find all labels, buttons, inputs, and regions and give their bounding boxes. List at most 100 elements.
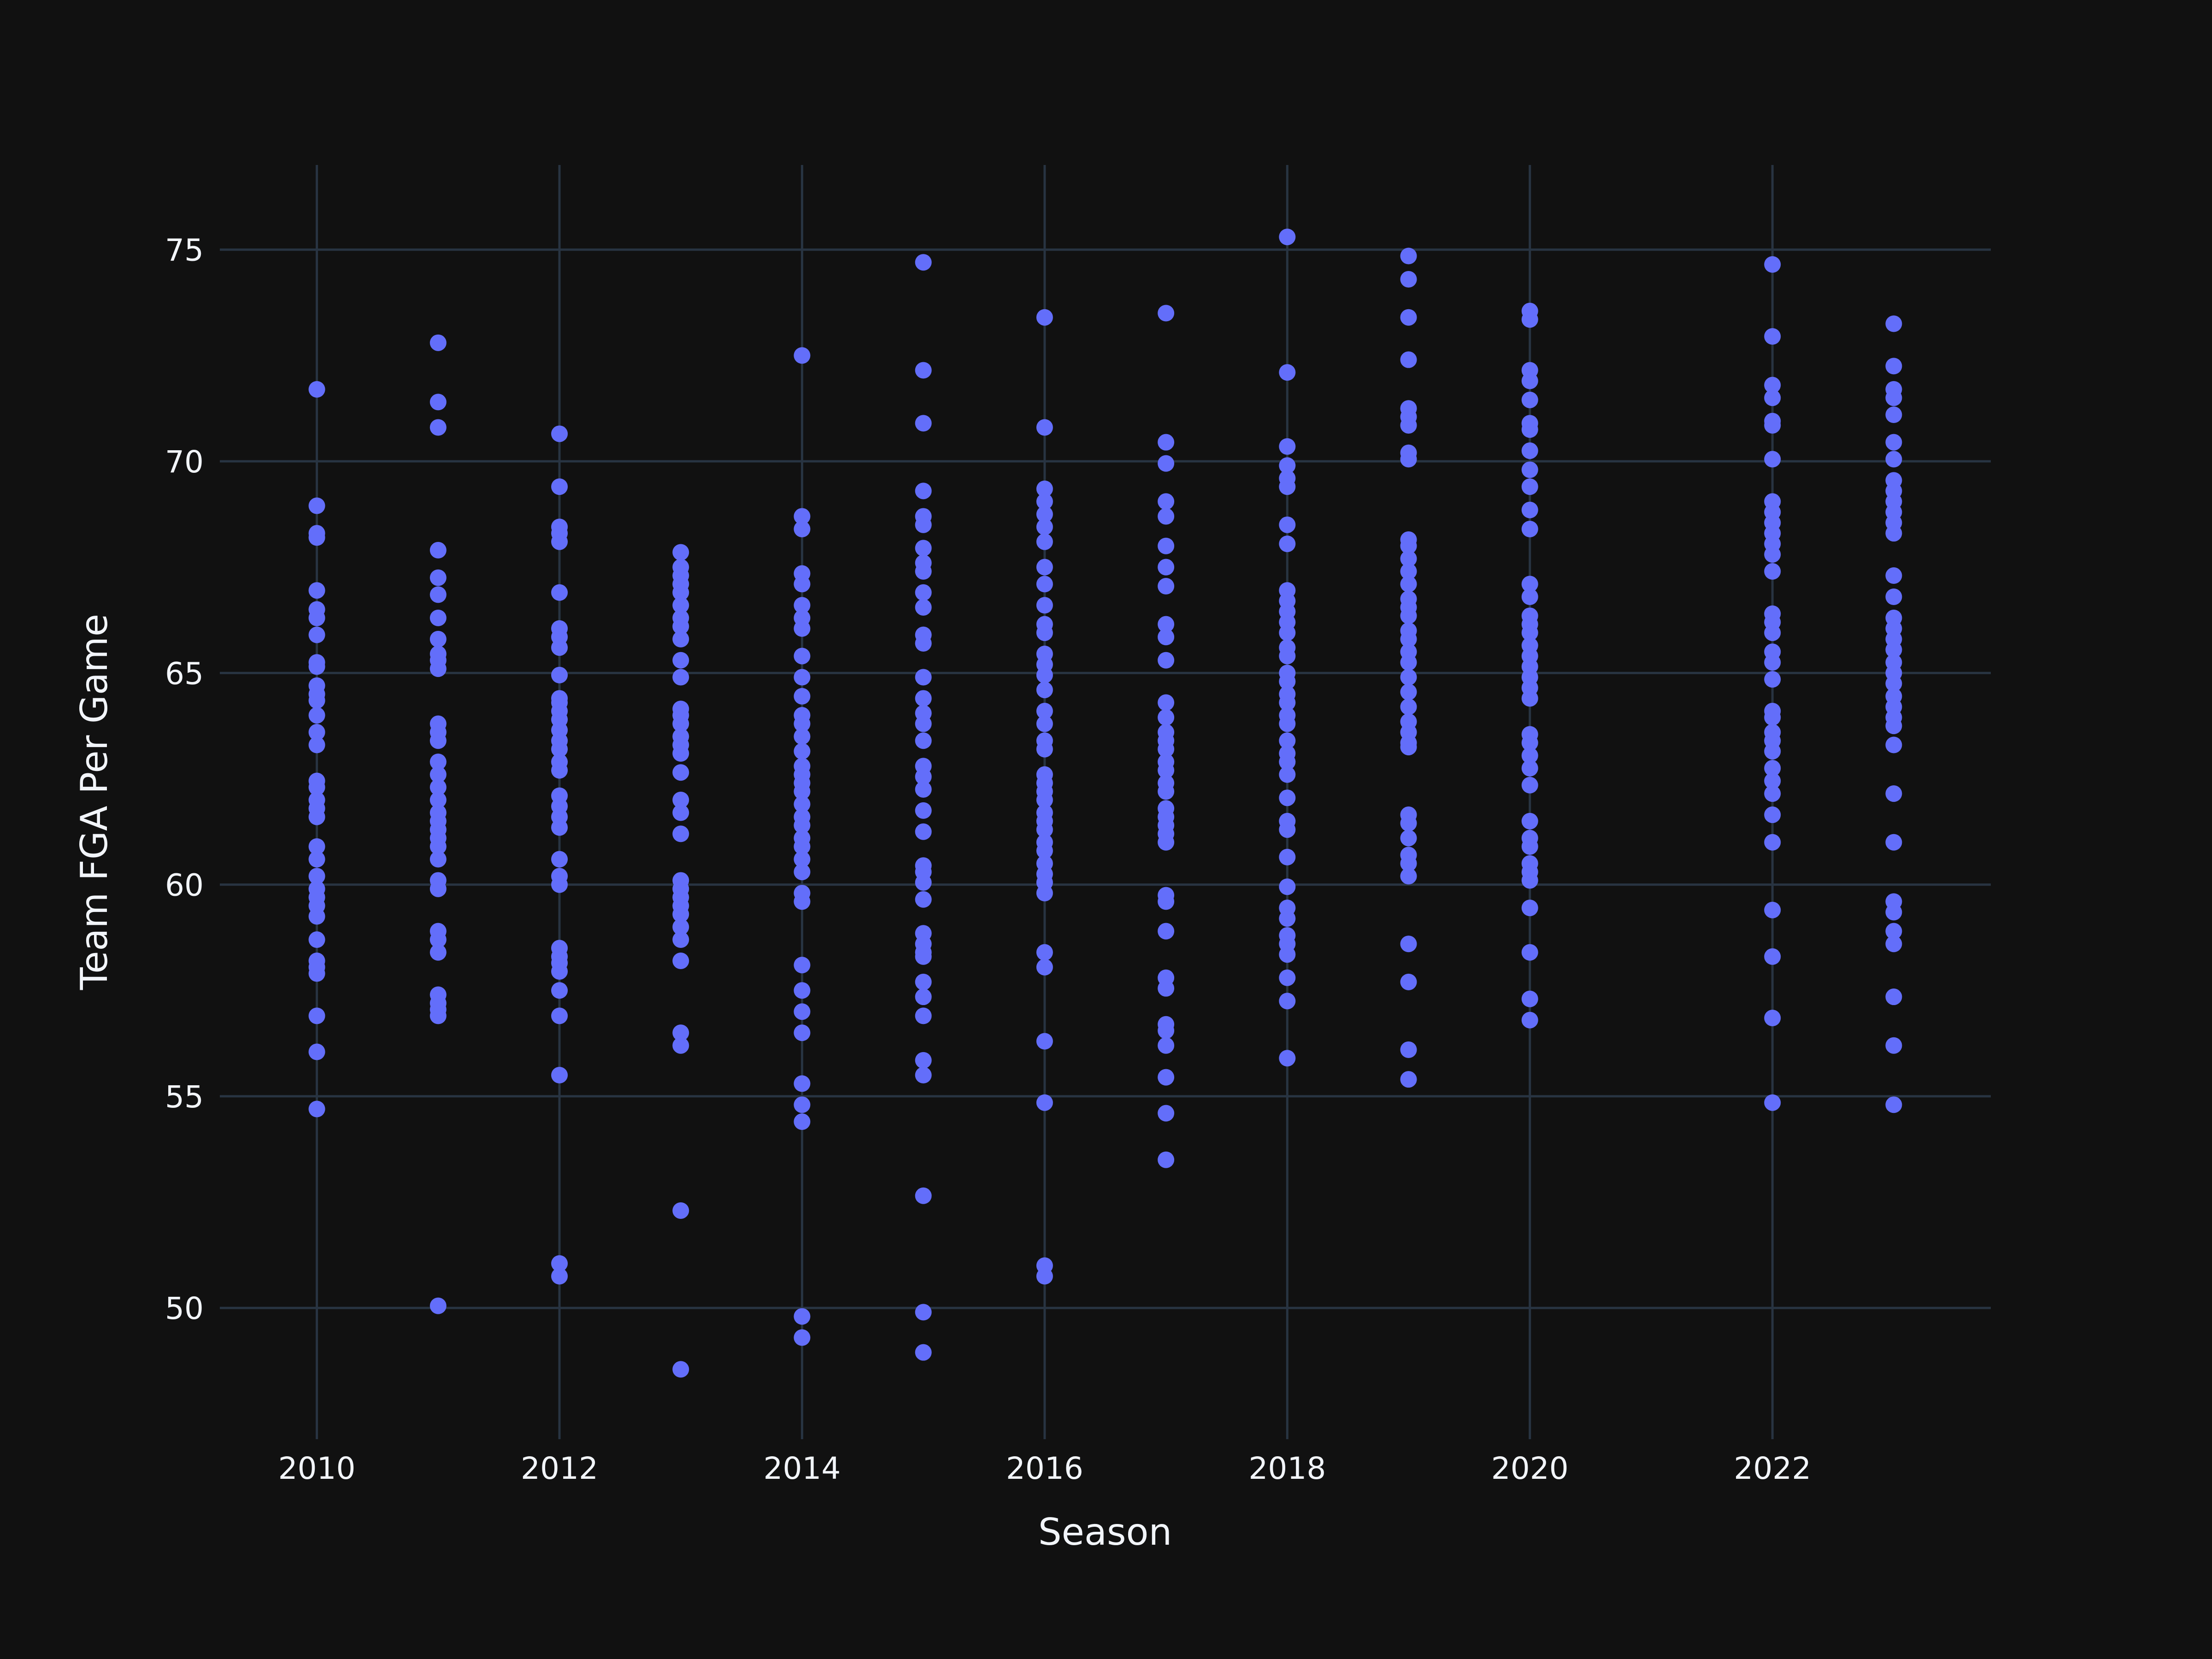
data-point[interactable] <box>915 715 932 732</box>
data-point[interactable] <box>794 864 811 881</box>
data-point[interactable] <box>429 1297 447 1314</box>
data-point[interactable] <box>1279 910 1296 927</box>
data-point[interactable] <box>1158 305 1175 322</box>
data-point[interactable] <box>915 874 932 891</box>
data-point[interactable] <box>429 394 447 411</box>
data-point[interactable] <box>1764 624 1781 641</box>
data-point[interactable] <box>1764 772 1781 789</box>
data-point[interactable] <box>915 669 932 686</box>
data-point[interactable] <box>308 838 325 855</box>
data-point[interactable] <box>1400 698 1417 715</box>
data-point[interactable] <box>672 906 689 923</box>
data-point[interactable] <box>1279 535 1296 553</box>
data-point[interactable] <box>1158 537 1175 554</box>
data-point[interactable] <box>551 584 568 601</box>
data-point[interactable] <box>1036 682 1053 699</box>
data-point[interactable] <box>429 1007 447 1024</box>
data-point[interactable] <box>1036 741 1053 758</box>
data-point[interactable] <box>1885 389 1902 406</box>
data-point[interactable] <box>1158 762 1175 779</box>
data-point[interactable] <box>915 732 932 749</box>
data-point[interactable] <box>1521 372 1538 389</box>
data-point[interactable] <box>794 957 811 974</box>
data-point[interactable] <box>1400 1071 1417 1088</box>
data-point[interactable] <box>1400 271 1417 288</box>
data-point[interactable] <box>915 599 932 616</box>
data-point[interactable] <box>1279 969 1296 986</box>
data-point[interactable] <box>308 658 325 675</box>
data-point[interactable] <box>551 478 568 495</box>
data-point[interactable] <box>1158 834 1175 851</box>
data-point[interactable] <box>1885 641 1902 658</box>
data-point[interactable] <box>429 569 447 586</box>
data-point[interactable] <box>672 715 689 732</box>
data-point[interactable] <box>915 768 932 785</box>
data-point[interactable] <box>1521 812 1538 830</box>
data-point[interactable] <box>308 1043 325 1060</box>
data-point[interactable] <box>1400 563 1417 580</box>
data-point[interactable] <box>794 508 811 525</box>
data-point[interactable] <box>1158 741 1175 758</box>
data-point[interactable] <box>794 1329 811 1346</box>
data-point[interactable] <box>1400 973 1417 990</box>
data-point[interactable] <box>1764 806 1781 824</box>
data-point[interactable] <box>794 1075 811 1092</box>
data-point[interactable] <box>1279 673 1296 690</box>
data-point[interactable] <box>672 584 689 601</box>
data-point[interactable] <box>672 952 689 969</box>
data-point[interactable] <box>1279 848 1296 865</box>
data-point[interactable] <box>915 1067 932 1083</box>
data-point[interactable] <box>308 529 325 546</box>
data-point[interactable] <box>1764 563 1781 580</box>
data-point[interactable] <box>1279 478 1296 495</box>
data-point[interactable] <box>1400 855 1417 872</box>
data-point[interactable] <box>1158 616 1175 633</box>
data-point[interactable] <box>794 1003 811 1020</box>
data-point[interactable] <box>915 584 932 601</box>
data-point[interactable] <box>672 630 689 647</box>
data-point[interactable] <box>1885 406 1902 423</box>
data-point[interactable] <box>794 576 811 593</box>
data-point[interactable] <box>1036 1094 1053 1111</box>
data-point[interactable] <box>1764 785 1781 802</box>
data-point[interactable] <box>1885 904 1902 921</box>
data-point[interactable] <box>551 1268 568 1285</box>
data-point[interactable] <box>1279 364 1296 381</box>
data-point[interactable] <box>915 635 932 652</box>
data-point[interactable] <box>551 982 568 999</box>
data-point[interactable] <box>1158 493 1175 510</box>
data-point[interactable] <box>1036 944 1053 961</box>
data-point[interactable] <box>1521 990 1538 1007</box>
data-point[interactable] <box>1279 229 1296 246</box>
data-point[interactable] <box>1764 834 1781 851</box>
data-point[interactable] <box>1158 629 1175 646</box>
data-point[interactable] <box>1036 480 1053 497</box>
data-point[interactable] <box>1885 988 1902 1006</box>
data-point[interactable] <box>1885 358 1902 375</box>
data-point[interactable] <box>429 732 447 749</box>
data-point[interactable] <box>1036 959 1053 976</box>
data-point[interactable] <box>1158 559 1175 576</box>
data-point[interactable] <box>1279 715 1296 732</box>
data-point[interactable] <box>1036 419 1053 436</box>
data-point[interactable] <box>1158 923 1175 940</box>
data-point[interactable] <box>429 419 447 436</box>
data-point[interactable] <box>1279 732 1296 749</box>
data-point[interactable] <box>794 783 811 800</box>
data-point[interactable] <box>429 609 447 626</box>
data-point[interactable] <box>794 982 811 999</box>
data-point[interactable] <box>1279 789 1296 806</box>
data-point[interactable] <box>1158 980 1175 997</box>
data-point[interactable] <box>1885 923 1902 940</box>
data-point[interactable] <box>308 381 325 398</box>
data-point[interactable] <box>1521 944 1538 961</box>
data-point[interactable] <box>1279 694 1296 711</box>
data-point[interactable] <box>672 597 689 614</box>
data-point[interactable] <box>794 620 811 637</box>
data-point[interactable] <box>1400 868 1417 885</box>
data-point[interactable] <box>1400 576 1417 593</box>
data-point[interactable] <box>308 582 325 599</box>
data-point[interactable] <box>915 482 932 500</box>
data-point[interactable] <box>308 724 325 741</box>
data-point[interactable] <box>1885 315 1902 332</box>
